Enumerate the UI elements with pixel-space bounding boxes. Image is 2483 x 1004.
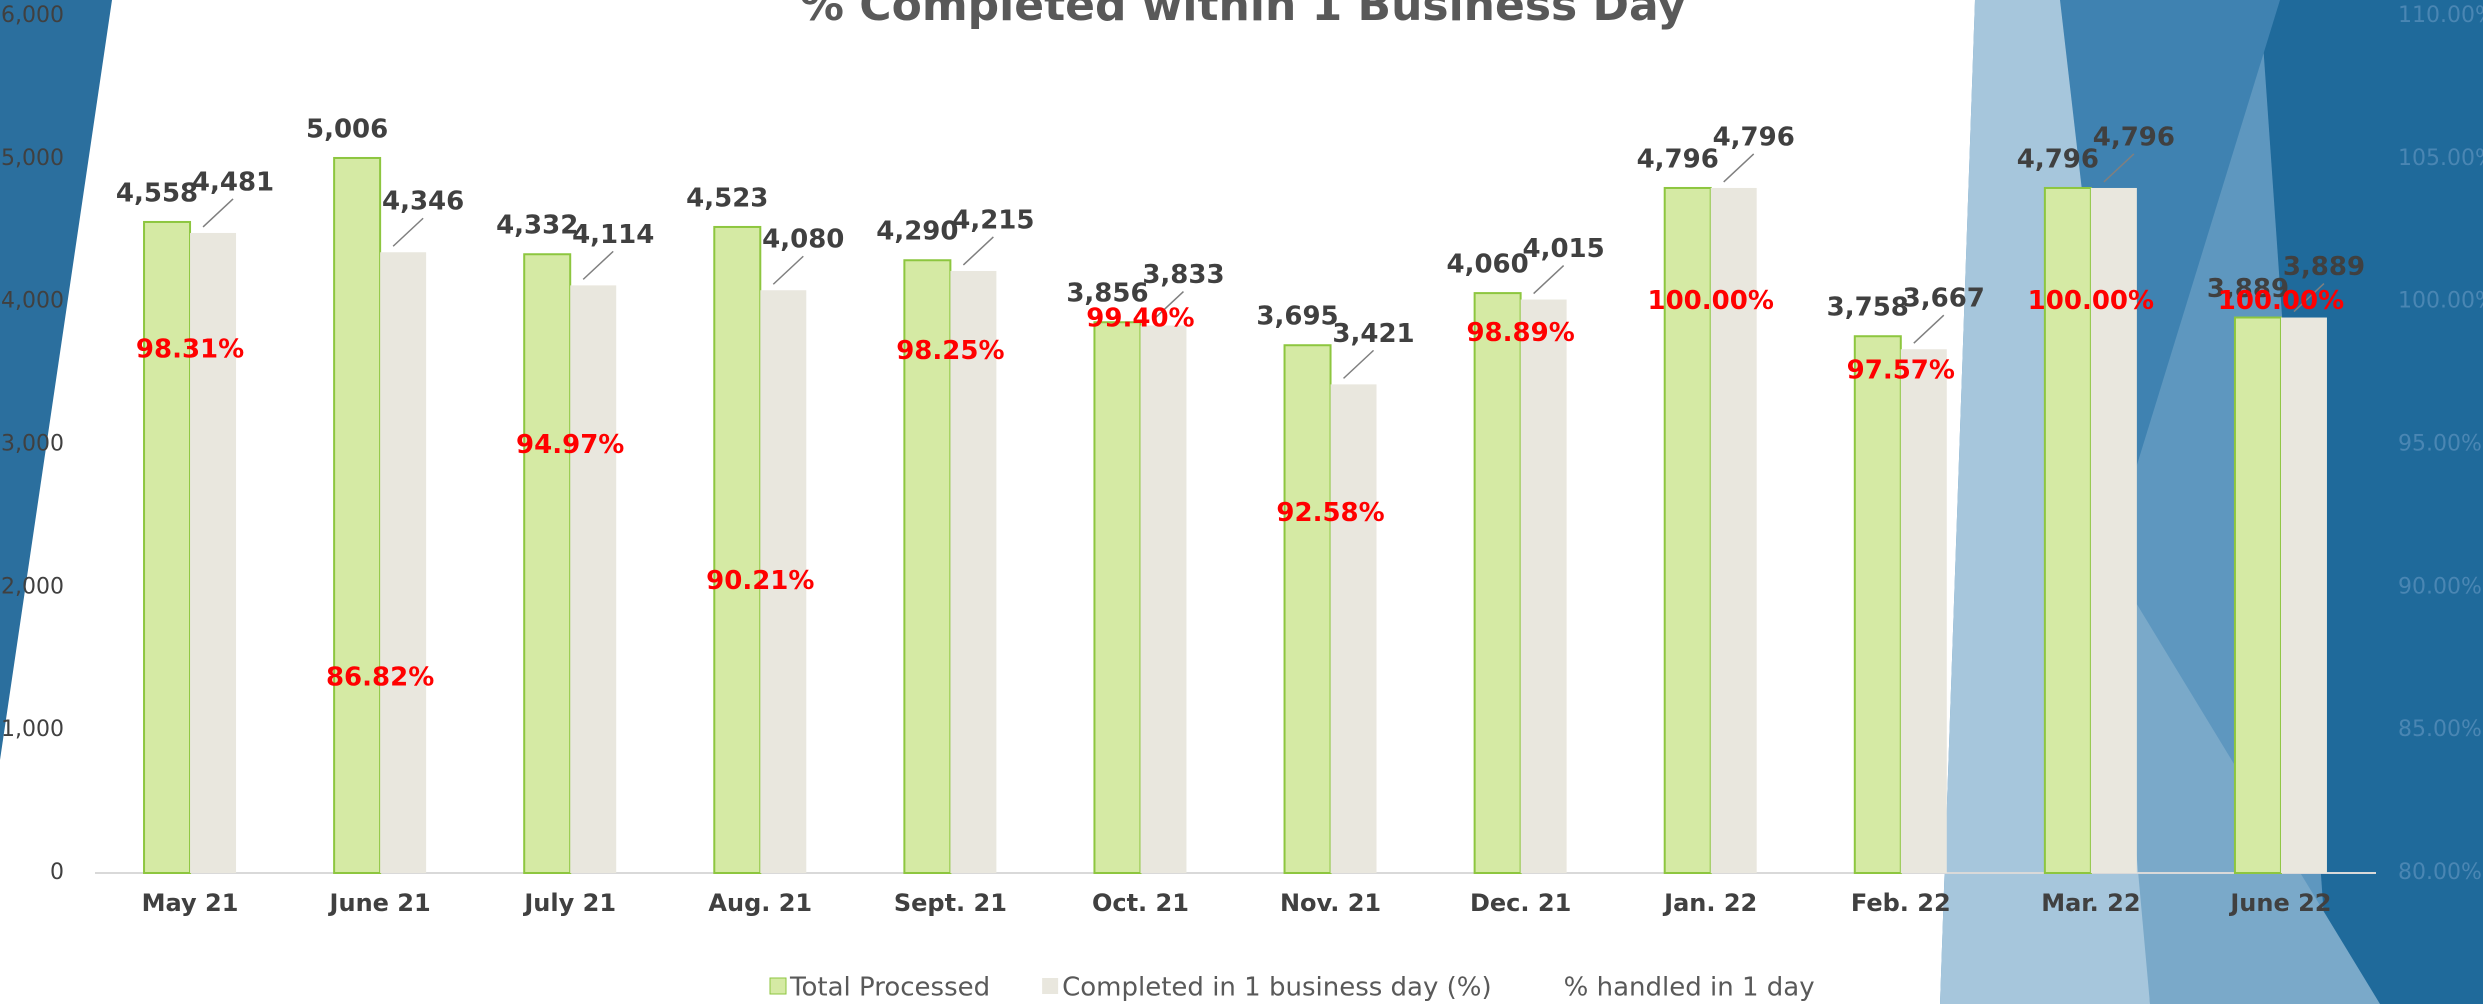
bar — [1094, 322, 1140, 873]
percent-label: 98.31% — [136, 334, 244, 364]
x-tick-label: Jan. 22 — [1662, 889, 1757, 917]
bar-value-label: 4,346 — [382, 187, 464, 217]
y2-tick-label: 90.00% — [2398, 574, 2482, 599]
y2-tick-label: 105.00% — [2398, 146, 2483, 171]
leader-line — [203, 199, 233, 227]
bar — [1521, 300, 1567, 873]
bar-value-label: 3,758 — [1827, 293, 1909, 323]
bar — [190, 233, 236, 873]
bar-value-label: 3,421 — [1332, 319, 1414, 349]
legend-swatch — [770, 978, 786, 994]
y-tick-label: 4,000 — [1, 289, 64, 314]
bar-value-label: 3,833 — [1142, 260, 1224, 290]
bar-value-label: 3,667 — [1903, 284, 1985, 314]
bar — [524, 254, 570, 873]
bar-value-label: 4,114 — [572, 220, 654, 250]
bar-value-label: 4,796 — [1637, 144, 1719, 174]
percent-label: 92.58% — [1276, 498, 1384, 528]
bar-value-label: 3,695 — [1256, 302, 1338, 332]
bar-value-label: 4,290 — [876, 217, 958, 247]
y-tick-label: 3,000 — [1, 432, 64, 457]
x-tick-label: Oct. 21 — [1092, 889, 1189, 917]
bar — [1475, 293, 1521, 873]
bar — [380, 252, 426, 873]
bar-value-label: 4,796 — [2093, 122, 2175, 152]
x-tick-label: Aug. 21 — [708, 889, 812, 917]
leader-line — [773, 256, 803, 284]
bar — [1140, 326, 1186, 873]
x-tick-label: June 22 — [2228, 889, 2331, 917]
bar — [2281, 318, 2327, 873]
percent-label: 86.82% — [326, 663, 434, 693]
x-tick-label: Feb. 22 — [1851, 889, 1951, 917]
y-tick-label: 2,000 — [1, 574, 64, 599]
x-tick-label: Sept. 21 — [894, 889, 1007, 917]
x-tick-label: Nov. 21 — [1280, 889, 1381, 917]
legend-label: Total Processed — [789, 973, 990, 1003]
leader-line — [1534, 266, 1564, 294]
percent-label: 99.40% — [1086, 303, 1194, 333]
leader-line — [963, 237, 993, 265]
percent-label: 100.00% — [2218, 286, 2344, 316]
bar-value-label: 4,332 — [496, 211, 578, 241]
bar-value-label: 4,080 — [762, 225, 844, 255]
x-tick-label: May 21 — [142, 889, 239, 917]
legend-label: % handled in 1 day — [1564, 973, 1815, 1003]
legend-label: Completed in 1 business day (%) — [1062, 973, 1492, 1003]
bar-value-label: 4,796 — [1713, 122, 1795, 152]
leader-line — [1344, 350, 1374, 378]
y2-tick-label: 80.00% — [2398, 860, 2482, 885]
bar — [714, 227, 760, 873]
x-tick-label: Dec. 21 — [1470, 889, 1571, 917]
y-tick-label: 0 — [50, 860, 64, 885]
bar — [570, 285, 616, 873]
bar-value-label: 4,215 — [952, 205, 1034, 235]
x-tick-label: June 21 — [328, 889, 431, 917]
bar-value-label: 4,558 — [116, 178, 198, 208]
bar-value-label: 4,481 — [192, 167, 274, 197]
bar-value-label: 4,523 — [686, 183, 768, 213]
chart: % Completed within 1 Business Day 0 1,000… — [0, 0, 2483, 1004]
bar — [1855, 336, 1901, 873]
legend-swatch — [1042, 978, 1058, 994]
bar-value-label: 3,889 — [2283, 252, 2365, 282]
bar — [1285, 345, 1331, 873]
bar-value-label: 4,015 — [1523, 234, 1605, 264]
bar — [1901, 349, 1947, 873]
x-tick-label: July 21 — [522, 889, 616, 917]
x-tick-label: Mar. 22 — [2041, 889, 2140, 917]
leader-line — [583, 251, 613, 279]
y-tick-label: 1,000 — [1, 717, 64, 742]
y2-tick-label: 110.00% — [2398, 3, 2483, 28]
y2-tick-label: 85.00% — [2398, 717, 2482, 742]
bar-value-label: 5,006 — [306, 114, 388, 144]
bar — [144, 222, 190, 873]
leader-line — [1914, 315, 1944, 343]
page: % Completed within 1 Business Day 0 1,000… — [0, 0, 2483, 1004]
percent-label: 98.89% — [1466, 318, 1574, 348]
percent-label: 98.25% — [896, 336, 1004, 366]
leader-line — [393, 218, 423, 246]
percent-label: 94.97% — [516, 430, 624, 460]
bar-value-label: 4,796 — [2017, 144, 2099, 174]
percent-label: 97.57% — [1847, 356, 1955, 386]
percent-label: 100.00% — [2028, 286, 2154, 316]
bar — [1331, 384, 1377, 873]
bar — [334, 158, 380, 873]
leader-line — [1724, 154, 1754, 182]
y2-tick-label: 95.00% — [2398, 432, 2482, 457]
y2-tick-label: 100.00% — [2398, 289, 2483, 314]
percent-label: 90.21% — [706, 566, 814, 596]
chart-title: % Completed within 1 Business Day — [800, 0, 1686, 31]
y-tick-label: 6,000 — [1, 3, 64, 28]
percent-label: 100.00% — [1648, 286, 1774, 316]
bar — [2235, 318, 2281, 873]
y-tick-label: 5,000 — [1, 146, 64, 171]
bar-value-label: 4,060 — [1447, 250, 1529, 280]
